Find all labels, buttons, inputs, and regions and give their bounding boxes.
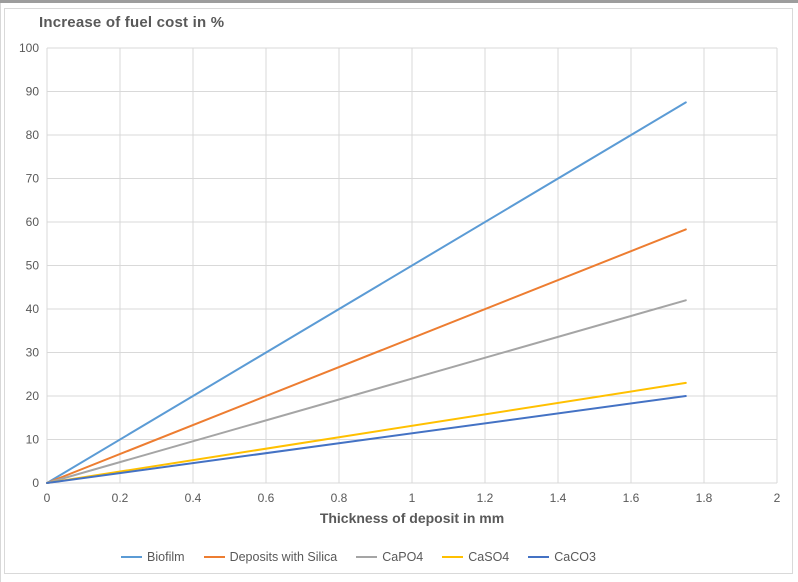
x-tick-label: 0.8 [331,491,348,505]
legend-label: Deposits with Silica [229,550,338,564]
chart-title: Increase of fuel cost in % [39,14,225,31]
series-line-deposits-with-silica [46,228,687,484]
series-line-caco3 [46,395,687,484]
y-tick-label: 30 [26,346,40,360]
y-tick-label: 50 [26,259,40,273]
y-tick-label: 0 [32,476,39,490]
window-left-edge [0,3,1,582]
legend-label: Biofilm [147,550,185,564]
chart-container: Increase of fuel cost in % 0 10 20 30 40 50 60… [4,8,793,574]
legend-line-swatch [442,556,464,558]
legend-line-swatch [203,556,225,558]
legend-item-caco3: CaCO3 [528,550,596,564]
y-tick-label: 90 [26,85,40,99]
legend-label: CaCO3 [554,550,596,564]
x-tick-label: 2 [774,491,781,505]
y-tick-label: 60 [26,215,40,229]
x-tick-label: 1 [409,491,416,505]
y-tick-label: 40 [26,302,40,316]
legend-label: CaPO4 [382,550,424,564]
x-tick-label: 1.2 [477,491,494,505]
x-tick-label: 0.6 [258,491,275,505]
y-tick-label: 70 [26,172,40,186]
x-tick-label: 0 [44,491,51,505]
series-line-caso4 [46,381,687,484]
x-tick-label: 1.4 [550,491,567,505]
series-line-biofilm [46,101,687,484]
x-tick-label: 1.8 [696,491,713,505]
legend-line-swatch [356,556,378,558]
legend-item-biofilm: Biofilm [121,550,185,564]
series-line-capo4 [46,299,687,484]
y-tick-label: 100 [19,41,39,55]
x-axis-title: Thickness of deposit in mm [319,510,505,526]
plot-area: 0 10 20 30 40 50 60 70 80 90 100 0 0.2 0.4 0.6 0.8 1 1.2 1… [19,41,781,505]
legend-item-capo4: CaPO4 [356,550,423,564]
legend-label: CaSO4 [468,550,510,564]
window-top-edge [0,0,798,3]
legend-item-caso4: CaSO4 [442,550,509,564]
legend-line-swatch [121,556,143,558]
x-tick-label: 1.6 [623,491,640,505]
x-tick-label: 0.4 [185,491,202,505]
legend: Biofilm Deposits with Silica CaPO4 CaSO4 CaC… [0,548,752,566]
y-tick-label: 10 [26,433,40,447]
x-tick-label: 0.2 [112,491,129,505]
legend-line-swatch [528,556,550,558]
legend-item-deposits-with-silica: Deposits with Silica [203,550,338,564]
y-tick-label: 20 [26,389,40,403]
y-tick-label: 80 [26,128,40,142]
